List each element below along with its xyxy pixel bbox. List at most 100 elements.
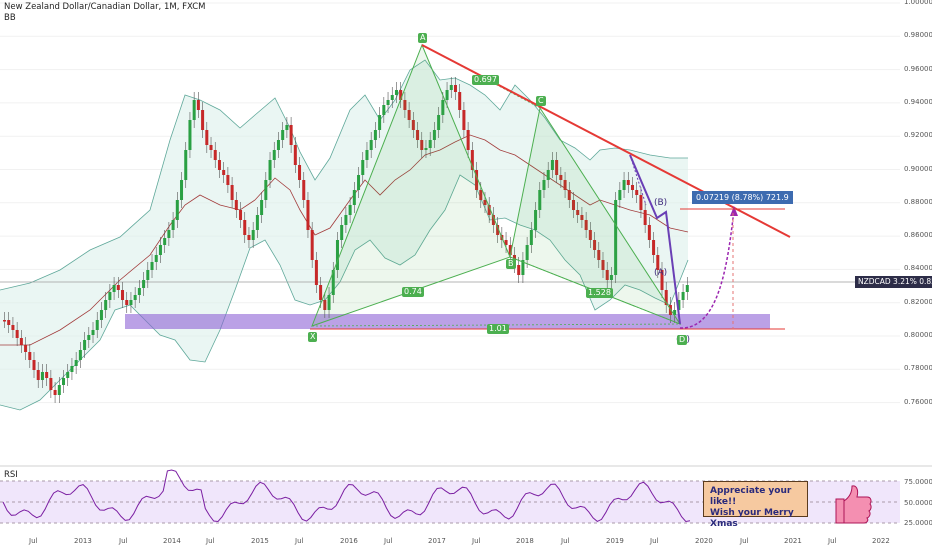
abcd-legs[interactable] <box>629 154 681 325</box>
candle <box>133 295 137 300</box>
candle <box>344 215 348 225</box>
candle <box>449 85 453 90</box>
candle <box>184 150 188 180</box>
candle <box>24 345 28 352</box>
candle <box>87 335 91 340</box>
candle <box>432 130 436 140</box>
candle <box>3 320 7 322</box>
candle <box>70 366 74 372</box>
candle <box>276 140 280 150</box>
candle <box>226 175 230 185</box>
time-tick-label: Jul <box>472 537 481 545</box>
candle <box>525 245 529 260</box>
candle <box>373 130 377 140</box>
candle <box>483 200 487 205</box>
candle <box>180 180 184 200</box>
candle <box>327 295 331 310</box>
candle <box>643 210 647 225</box>
note-line-2: Wish your Merry Xmas <box>710 508 794 529</box>
note-box[interactable]: Appreciate your like!! Wish your Merry X… <box>703 481 808 529</box>
candle <box>504 240 508 245</box>
candle <box>470 150 474 170</box>
candle <box>559 175 563 180</box>
note-line-1: Appreciate your like!! <box>710 486 792 507</box>
candle <box>32 360 36 370</box>
candle <box>660 270 664 290</box>
candle <box>458 92 462 110</box>
candle <box>163 238 167 245</box>
candle <box>293 145 297 165</box>
point-label-c: C <box>536 96 546 106</box>
time-tick-label: Jul <box>384 537 393 545</box>
candle <box>188 120 192 150</box>
time-tick-label: Jul <box>740 537 749 545</box>
candle <box>255 215 259 230</box>
candle <box>19 338 23 345</box>
candle <box>542 180 546 190</box>
rsi-line <box>2 469 691 523</box>
time-tick-label: 2014 <box>163 537 181 545</box>
candle <box>411 120 415 130</box>
candle <box>386 100 390 105</box>
price-axis[interactable]: 1.00000 0.98000 0.96000 0.94000 0.92000 0.900… <box>900 0 932 550</box>
ratio-xd: 1.01 <box>487 324 509 334</box>
candle <box>196 100 200 110</box>
candle <box>112 285 116 292</box>
candle <box>121 290 125 300</box>
candle <box>11 325 15 330</box>
candle <box>222 170 226 175</box>
candle <box>656 255 660 270</box>
candle <box>685 285 689 292</box>
candle <box>209 145 213 150</box>
candle <box>626 180 630 185</box>
candle <box>319 285 323 300</box>
candle <box>407 110 411 120</box>
candle <box>677 300 681 310</box>
candle <box>146 270 150 280</box>
time-tick-label: Jul <box>29 537 38 545</box>
time-tick-label: Jul <box>206 537 215 545</box>
candle <box>580 215 584 220</box>
candle <box>365 150 369 160</box>
rsi-title[interactable]: RSI <box>4 470 18 480</box>
candle <box>62 378 66 385</box>
candle <box>285 125 289 130</box>
indicator-label[interactable]: BB <box>4 13 16 23</box>
candle <box>479 190 483 200</box>
symbol-title[interactable]: New Zealand Dollar/Canadian Dollar, 1M, … <box>4 2 206 12</box>
price-tick-label: 0.98000 <box>904 31 932 40</box>
candle <box>652 240 656 255</box>
candle <box>445 90 449 100</box>
candle <box>673 310 677 315</box>
candle <box>635 190 639 195</box>
candle <box>571 200 576 210</box>
abcd-label-b: (B) <box>654 198 668 208</box>
candle <box>508 245 512 255</box>
candle <box>310 230 314 260</box>
time-tick-label: 2022 <box>872 537 890 545</box>
time-tick-label: 2016 <box>340 537 358 545</box>
candle <box>129 300 133 305</box>
candle <box>158 245 162 255</box>
candle <box>91 330 95 335</box>
candle <box>441 100 445 115</box>
candle <box>306 200 310 230</box>
price-tag: NZDCAD 3.21% 0.85205 <box>855 276 932 288</box>
time-tick-label: 2021 <box>784 537 802 545</box>
candle <box>150 262 154 270</box>
time-tick-label: 2017 <box>428 537 446 545</box>
candle <box>95 320 99 330</box>
candle <box>116 285 120 290</box>
time-tick-label: 2019 <box>606 537 624 545</box>
time-tick-label: Jul <box>650 537 659 545</box>
candle <box>630 185 635 190</box>
point-label-x: X <box>308 332 318 342</box>
candle <box>302 180 306 200</box>
projection-path <box>679 209 735 329</box>
support-zone[interactable] <box>125 314 770 329</box>
candle <box>28 352 32 360</box>
candle <box>521 260 525 275</box>
candle <box>15 330 19 338</box>
